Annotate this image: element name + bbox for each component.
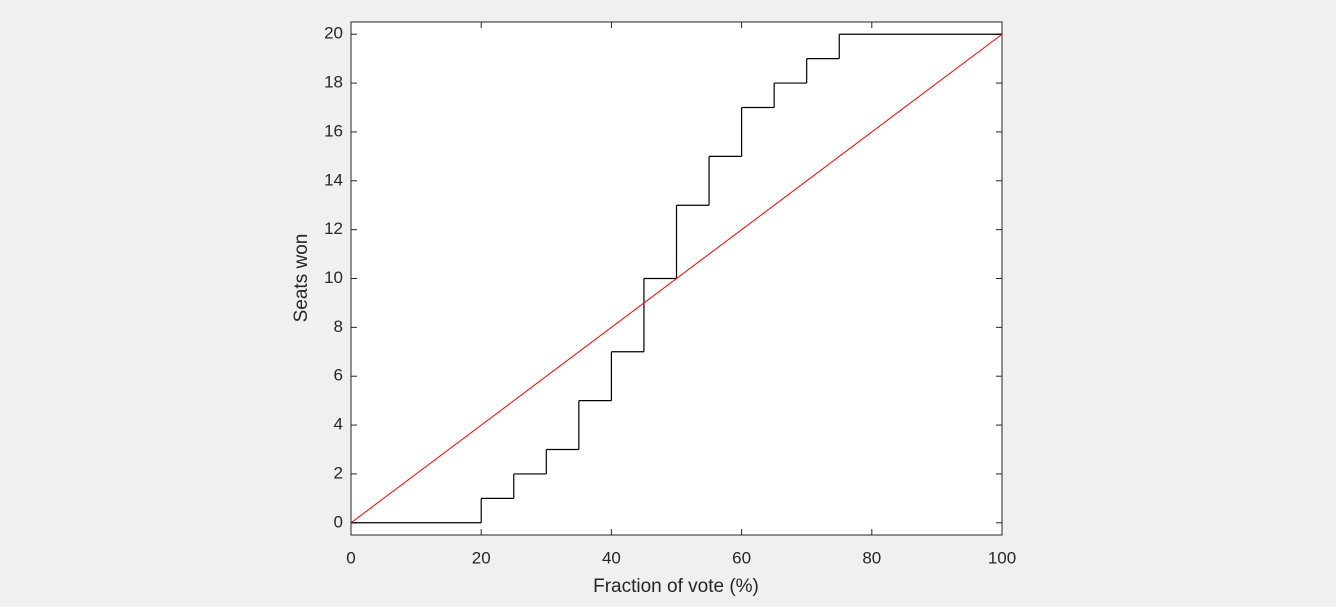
x-tick-label: 100 (988, 548, 1016, 567)
y-tick-label: 0 (334, 512, 343, 531)
y-axis-label: Seats won (291, 234, 312, 323)
x-axis-label: Fraction of vote (%) (593, 576, 759, 597)
y-tick-label: 6 (334, 366, 343, 385)
y-tick-label: 14 (324, 170, 343, 189)
y-tick-label: 18 (324, 73, 343, 92)
x-tick-label: 0 (346, 548, 355, 567)
data-line (350, 33, 1003, 524)
y-tick-label: 2 (334, 463, 343, 482)
axes-box (350, 21, 1003, 536)
y-tick-label: 10 (324, 268, 343, 287)
y-tick-label: 16 (324, 121, 343, 140)
x-tick-label: 20 (472, 548, 491, 567)
y-tick-label: 20 (324, 24, 343, 43)
x-tick-label: 80 (862, 548, 881, 567)
y-tick-label: 12 (324, 219, 343, 238)
x-tick-label: 40 (602, 548, 621, 567)
y-tick-label: 8 (334, 317, 343, 336)
y-tick-label: 4 (334, 415, 343, 434)
x-tick-label: 60 (732, 548, 751, 567)
